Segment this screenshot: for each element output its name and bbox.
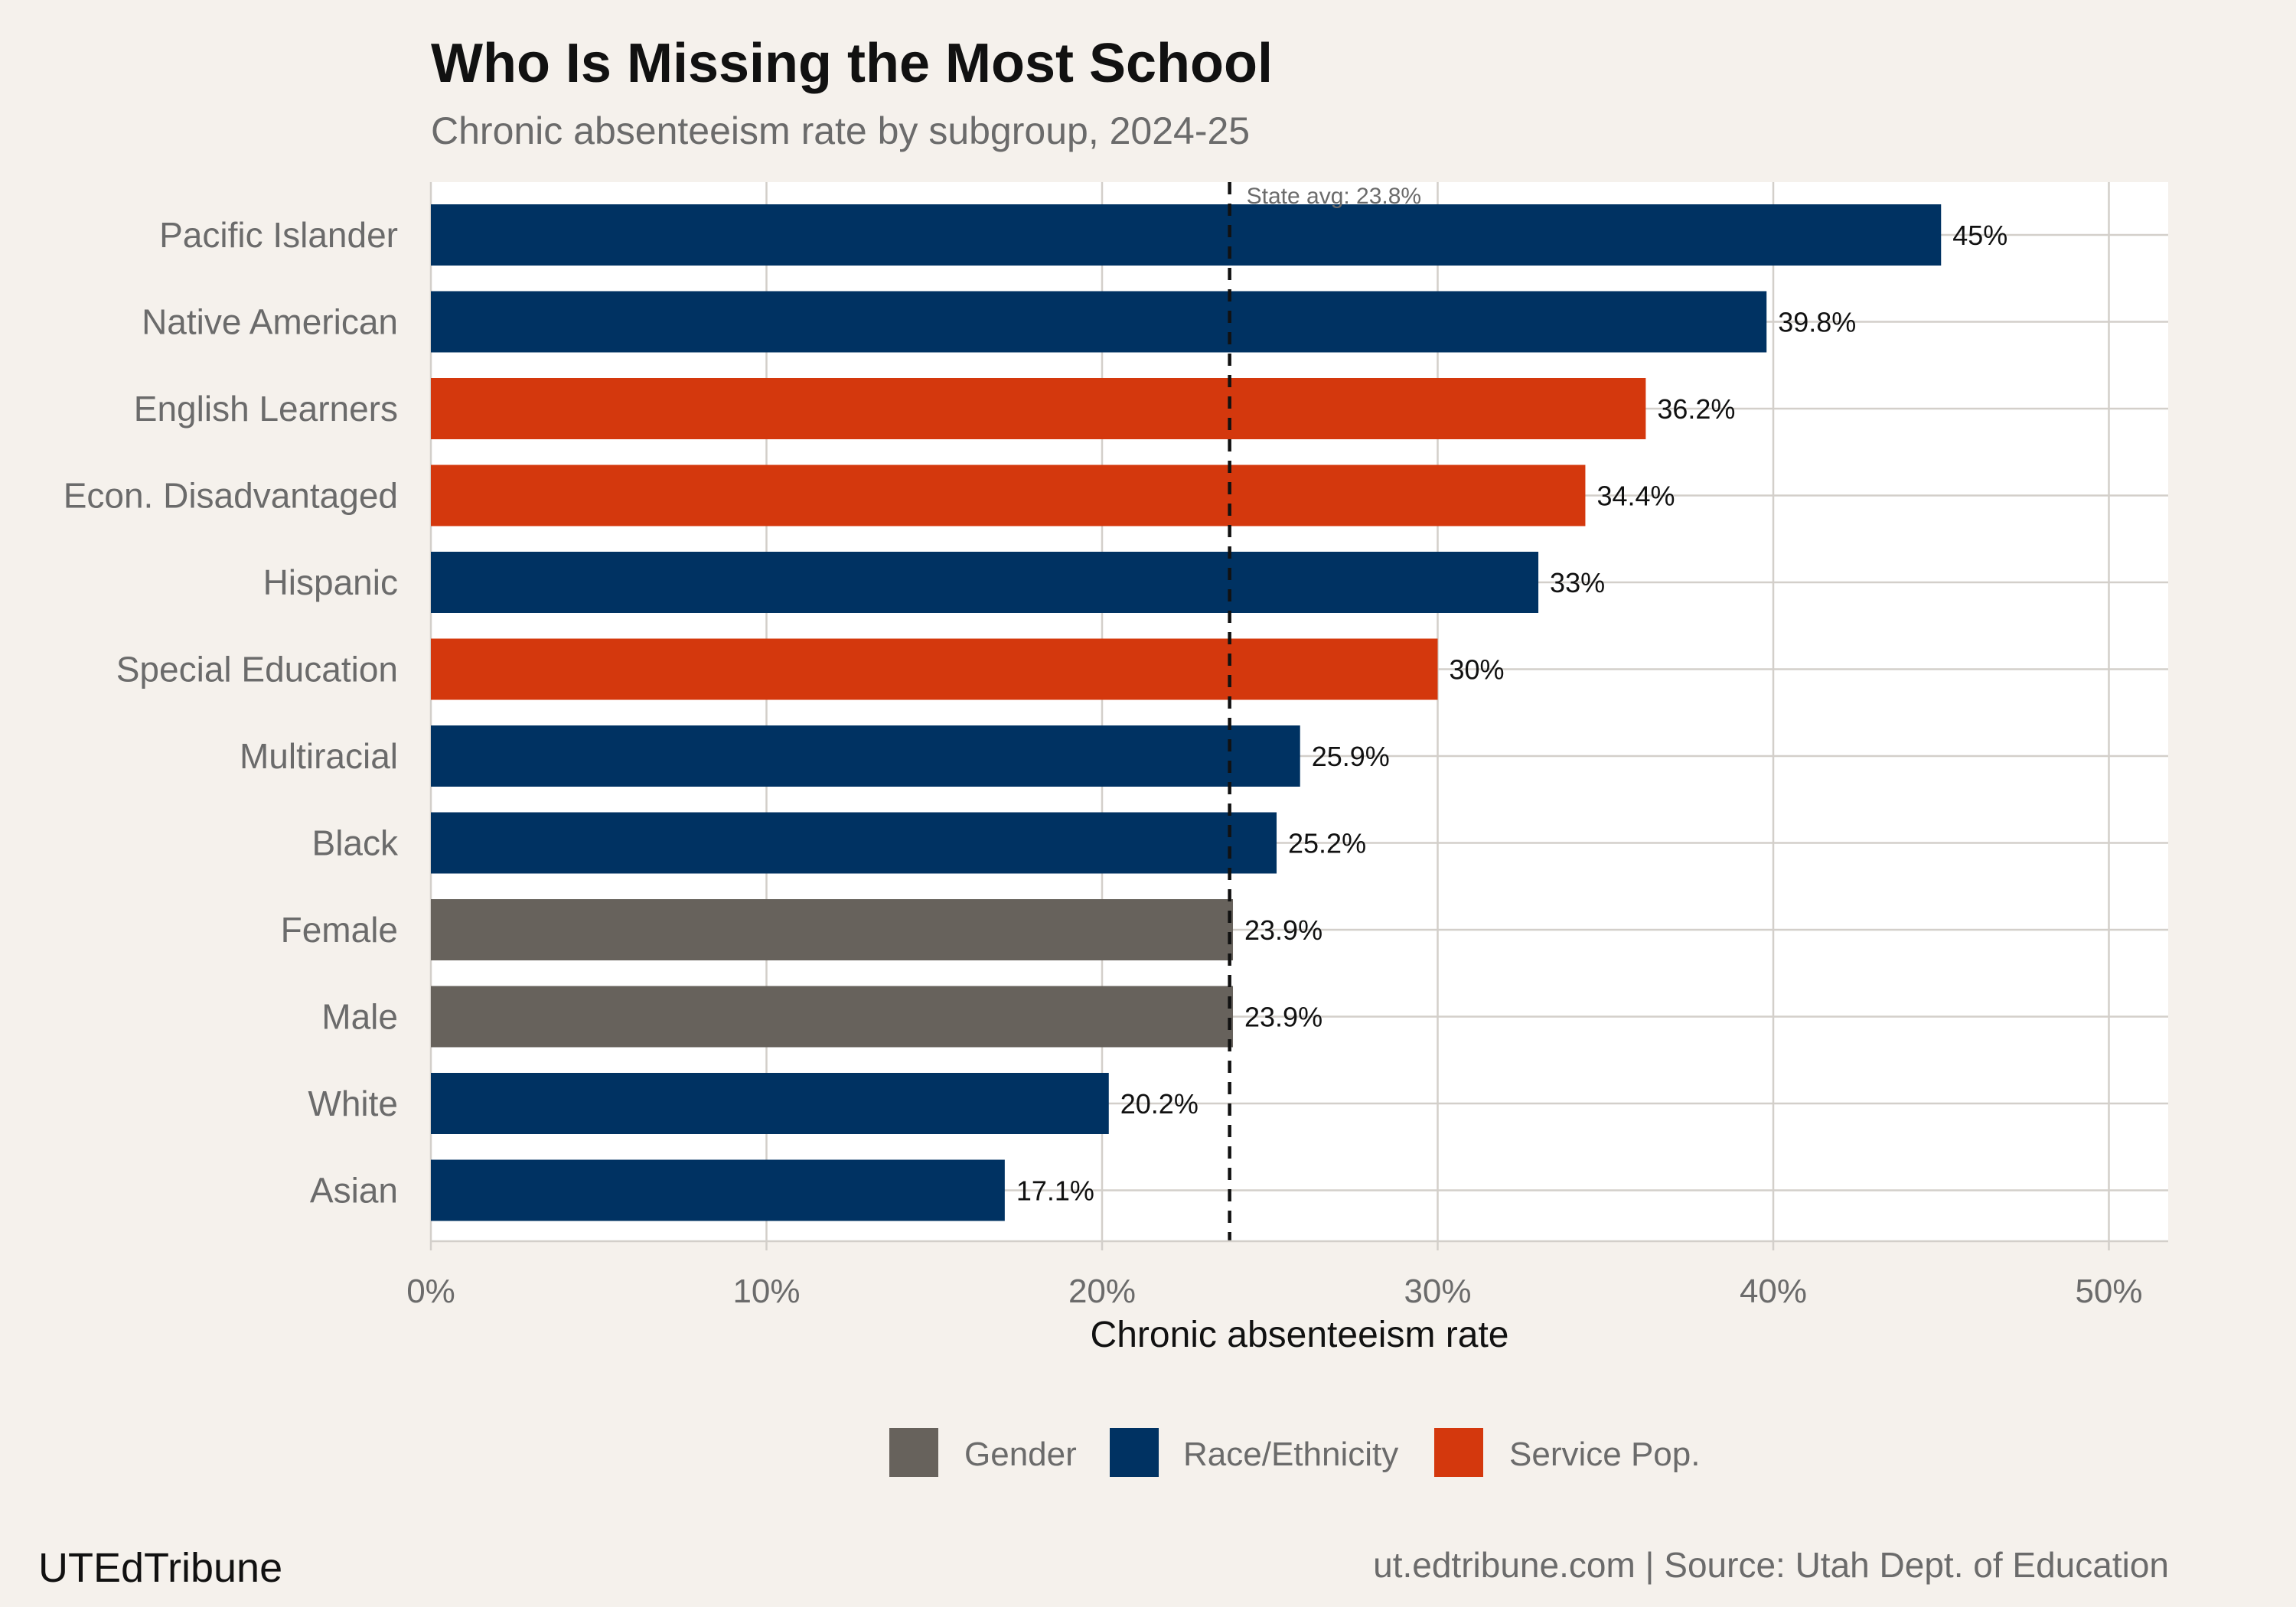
legend-label: Gender: [964, 1436, 1077, 1473]
legend-key: [1434, 1428, 1483, 1477]
category-label: English Learners: [134, 389, 398, 429]
brand-logo-text: UTEdTribune: [38, 1545, 283, 1591]
bar-value-label: 30%: [1450, 654, 1505, 686]
bar-value-label: 20.2%: [1120, 1088, 1199, 1120]
category-label: Multiracial: [240, 736, 398, 776]
x-tick-label: 0%: [406, 1273, 455, 1310]
bar: [431, 986, 1234, 1048]
bar: [431, 204, 1942, 266]
category-label: Econ. Disadvantaged: [64, 476, 398, 516]
x-tick-label: 50%: [2075, 1273, 2142, 1310]
category-label: Male: [321, 997, 398, 1037]
source-credit: ut.edtribune.com | Source: Utah Dept. of…: [1373, 1545, 2169, 1585]
category-label: Native American: [142, 302, 398, 342]
bar: [431, 812, 1277, 874]
bar: [431, 638, 1438, 700]
bar: [431, 378, 1646, 439]
bar-value-label: 34.4%: [1596, 481, 1675, 512]
bar-value-label: 17.1%: [1016, 1175, 1094, 1207]
x-axis-title: Chronic absenteeism rate: [1091, 1315, 1509, 1355]
legend-label: Race/Ethnicity: [1183, 1436, 1398, 1473]
x-tick-label: 20%: [1068, 1273, 1136, 1310]
chart-subtitle: Chronic absenteeism rate by subgroup, 20…: [431, 109, 1251, 152]
bar: [431, 552, 1539, 613]
state-average-label: State avg: 23.8%: [1247, 184, 1422, 209]
bar-value-label: 23.9%: [1244, 1002, 1322, 1033]
category-label: Hispanic: [263, 562, 398, 602]
bar: [431, 899, 1234, 960]
legend-label: Service Pop.: [1509, 1436, 1700, 1473]
bar-value-label: 23.9%: [1244, 914, 1322, 946]
category-label: Asian: [310, 1171, 398, 1211]
bar-value-label: 39.8%: [1778, 307, 1856, 338]
bar-value-label: 36.2%: [1657, 393, 1735, 425]
bar-value-label: 45%: [1952, 220, 2007, 251]
bar: [431, 1159, 1005, 1221]
bar-value-label: 33%: [1550, 567, 1605, 598]
bar: [431, 291, 1767, 353]
category-label: Pacific Islander: [159, 215, 398, 255]
category-label: Special Education: [116, 650, 398, 689]
category-label: White: [308, 1084, 398, 1123]
x-tick-label: 40%: [1740, 1273, 1807, 1310]
x-tick-label: 10%: [732, 1273, 800, 1310]
bar-value-label: 25.2%: [1288, 828, 1366, 859]
bar-value-label: 25.9%: [1312, 741, 1390, 772]
bar: [431, 1073, 1109, 1134]
plot-panel: [431, 182, 2168, 1241]
chart-title: Who Is Missing the Most School: [431, 33, 1274, 94]
bar: [431, 464, 1586, 526]
bar: [431, 725, 1300, 787]
x-tick-label: 30%: [1404, 1273, 1471, 1310]
legend-key: [1110, 1428, 1159, 1477]
category-label: Female: [281, 910, 398, 950]
legend-key: [889, 1428, 938, 1477]
category-label: Black: [312, 823, 399, 863]
